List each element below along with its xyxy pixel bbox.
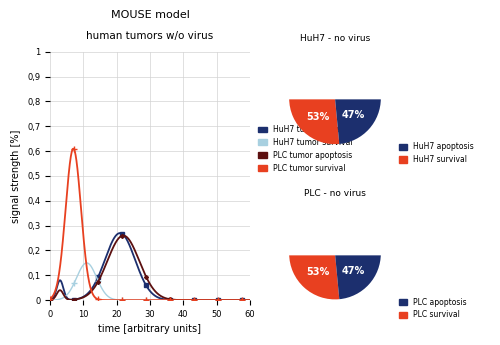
- PLC tumor apoptosis: [68, 298, 73, 302]
- HuH7 tumor survival: [247, 298, 253, 302]
- PLC tumor survival: [203, 298, 209, 302]
- Text: 53%: 53%: [306, 267, 330, 277]
- PLC tumor survival: [136, 298, 141, 302]
- Text: 47%: 47%: [342, 110, 365, 120]
- Line: PLC tumor survival: PLC tumor survival: [47, 146, 253, 303]
- HuH7 tumor survival: [128, 298, 134, 302]
- PLC tumor apoptosis: [47, 298, 53, 302]
- PLC tumor survival: [47, 297, 53, 301]
- HuH7 tumor survival: [184, 298, 190, 302]
- Text: MOUSE model: MOUSE model: [110, 10, 190, 20]
- Legend: HuH7 tumor apoptosis, HuH7 tumor survival, PLC tumor apoptosis, PLC tumor surviv: HuH7 tumor apoptosis, HuH7 tumor surviva…: [258, 125, 360, 172]
- PLC tumor survival: [70, 147, 76, 151]
- HuH7 tumor apoptosis: [203, 298, 209, 302]
- Bar: [280, 43, 390, 98]
- PLC tumor apoptosis: [207, 298, 213, 302]
- Text: 47%: 47%: [342, 266, 365, 276]
- PLC tumor survival: [128, 298, 134, 302]
- HuH7 tumor apoptosis: [47, 298, 53, 302]
- X-axis label: time [arbitrary units]: time [arbitrary units]: [98, 324, 202, 334]
- HuH7 tumor survival: [207, 298, 213, 302]
- HuH7 tumor survival: [84, 261, 89, 265]
- PLC tumor apoptosis: [203, 298, 209, 302]
- Line: HuH7 tumor apoptosis: HuH7 tumor apoptosis: [48, 231, 252, 302]
- Legend: PLC apoptosis, PLC survival: PLC apoptosis, PLC survival: [400, 298, 466, 319]
- PLC tumor survival: [247, 298, 253, 302]
- Title: PLC - no virus: PLC - no virus: [304, 189, 366, 198]
- HuH7 tumor apoptosis: [117, 231, 123, 235]
- PLC tumor apoptosis: [184, 298, 190, 302]
- PLC tumor survival: [184, 298, 190, 302]
- Title: HuH7 - no virus: HuH7 - no virus: [300, 33, 370, 42]
- PLC tumor survival: [68, 157, 73, 161]
- HuH7 tumor apoptosis: [247, 298, 253, 302]
- HuH7 tumor survival: [136, 298, 141, 302]
- Wedge shape: [289, 254, 340, 299]
- Text: human tumors w/o virus: human tumors w/o virus: [86, 31, 214, 41]
- HuH7 tumor apoptosis: [136, 266, 141, 270]
- HuH7 tumor survival: [203, 298, 209, 302]
- Legend: HuH7 apoptosis, HuH7 survival: HuH7 apoptosis, HuH7 survival: [400, 142, 474, 164]
- HuH7 tumor survival: [47, 298, 53, 302]
- Wedge shape: [335, 98, 381, 144]
- Line: PLC tumor apoptosis: PLC tumor apoptosis: [48, 234, 252, 302]
- HuH7 tumor apoptosis: [184, 298, 190, 302]
- PLC tumor apoptosis: [120, 234, 126, 238]
- PLC tumor apoptosis: [128, 241, 134, 245]
- Bar: [280, 199, 390, 254]
- Text: 53%: 53%: [306, 112, 330, 122]
- HuH7 tumor survival: [68, 288, 73, 292]
- PLC tumor apoptosis: [247, 298, 253, 302]
- Y-axis label: signal strength [%]: signal strength [%]: [12, 129, 22, 223]
- HuH7 tumor apoptosis: [207, 298, 213, 302]
- Line: HuH7 tumor survival: HuH7 tumor survival: [47, 260, 253, 303]
- HuH7 tumor apoptosis: [128, 247, 134, 251]
- PLC tumor apoptosis: [136, 256, 141, 260]
- Wedge shape: [335, 254, 381, 299]
- Wedge shape: [289, 98, 340, 144]
- HuH7 tumor apoptosis: [68, 298, 73, 302]
- PLC tumor survival: [207, 298, 213, 302]
